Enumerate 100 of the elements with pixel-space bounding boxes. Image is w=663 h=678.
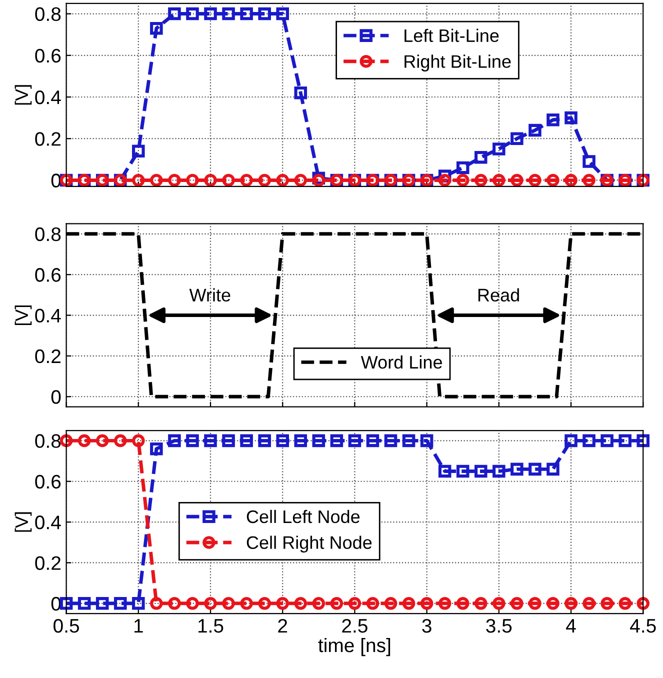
x-tick-label: 4 [566,619,576,633]
point [222,7,235,20]
point [348,434,362,448]
legend-label: Right Bit-Line [404,54,511,72]
point [636,597,650,610]
point [402,434,416,448]
point [528,597,542,610]
x-tick-label: 3 [422,618,432,633]
point [546,113,560,126]
point [240,7,253,20]
x-axis-title: time [ns] [318,638,390,656]
point [582,434,596,448]
point [564,174,578,187]
x-tick-label: 2.5 [342,618,368,633]
y-tick-label: 0 [51,390,61,404]
point [294,174,308,187]
point [132,597,145,610]
y-tick-label: 0.4 [35,308,61,323]
point [186,597,199,610]
point [366,434,380,448]
point [474,174,488,187]
y-tick-label: 0.6 [35,474,61,489]
point [240,597,253,610]
legend-label: Cell Right Node [246,536,372,553]
point [186,7,199,20]
point [456,161,470,174]
point [456,174,470,187]
y-tick-label: 0.8 [35,434,61,448]
point [258,7,271,20]
point [78,597,91,610]
point [204,434,217,448]
point [168,434,181,448]
point [492,597,506,610]
point [366,597,380,610]
point [150,22,163,35]
y-tick-label: 0.4 [35,516,61,530]
point [294,86,308,100]
y-axis-title: [V] [14,85,32,105]
x-tick-label: 1.5 [198,619,224,633]
point [240,434,253,448]
point [258,174,271,187]
y-tick-label: 0.8 [35,7,61,22]
point [78,434,91,448]
point [474,597,488,610]
point [384,434,398,448]
point [132,174,145,187]
point [240,174,253,187]
point [546,462,560,476]
annotation: Read [478,288,519,302]
point [258,434,271,448]
point [204,174,217,187]
point [276,597,289,610]
x-tick-label: 3.5 [486,618,512,633]
y-tick-label: 0.2 [35,556,60,570]
point [438,174,452,187]
point [528,174,542,187]
point [348,597,362,610]
point [546,597,560,610]
y-axis-title: [V] [14,306,32,326]
point [294,434,308,448]
point [582,174,596,187]
y-axis-title: [V] [14,512,32,532]
point [438,464,452,478]
point [222,597,235,610]
point [510,132,524,145]
point [492,142,506,156]
point [582,155,596,168]
point [150,597,163,610]
point [204,7,217,20]
point [276,434,289,448]
point [168,174,181,187]
point [600,434,614,448]
point [186,174,199,187]
point [492,464,506,478]
point [132,434,145,448]
point [258,597,271,610]
point [402,597,416,610]
y-tick-label: 0.8 [35,227,61,242]
point [114,597,127,610]
point [312,434,326,448]
point [132,144,145,158]
point [330,434,344,448]
point [438,597,452,610]
point [114,434,127,448]
point [420,434,434,448]
point [384,597,398,610]
point [456,597,470,610]
point [636,434,650,448]
annotation: Write [189,288,230,302]
point [420,597,434,610]
point [222,434,235,448]
point [168,7,181,20]
point [330,597,344,610]
point [456,464,470,478]
point [564,434,578,448]
point [528,462,542,476]
point [186,434,199,448]
point [510,174,524,187]
point [582,597,596,610]
point [168,597,181,610]
